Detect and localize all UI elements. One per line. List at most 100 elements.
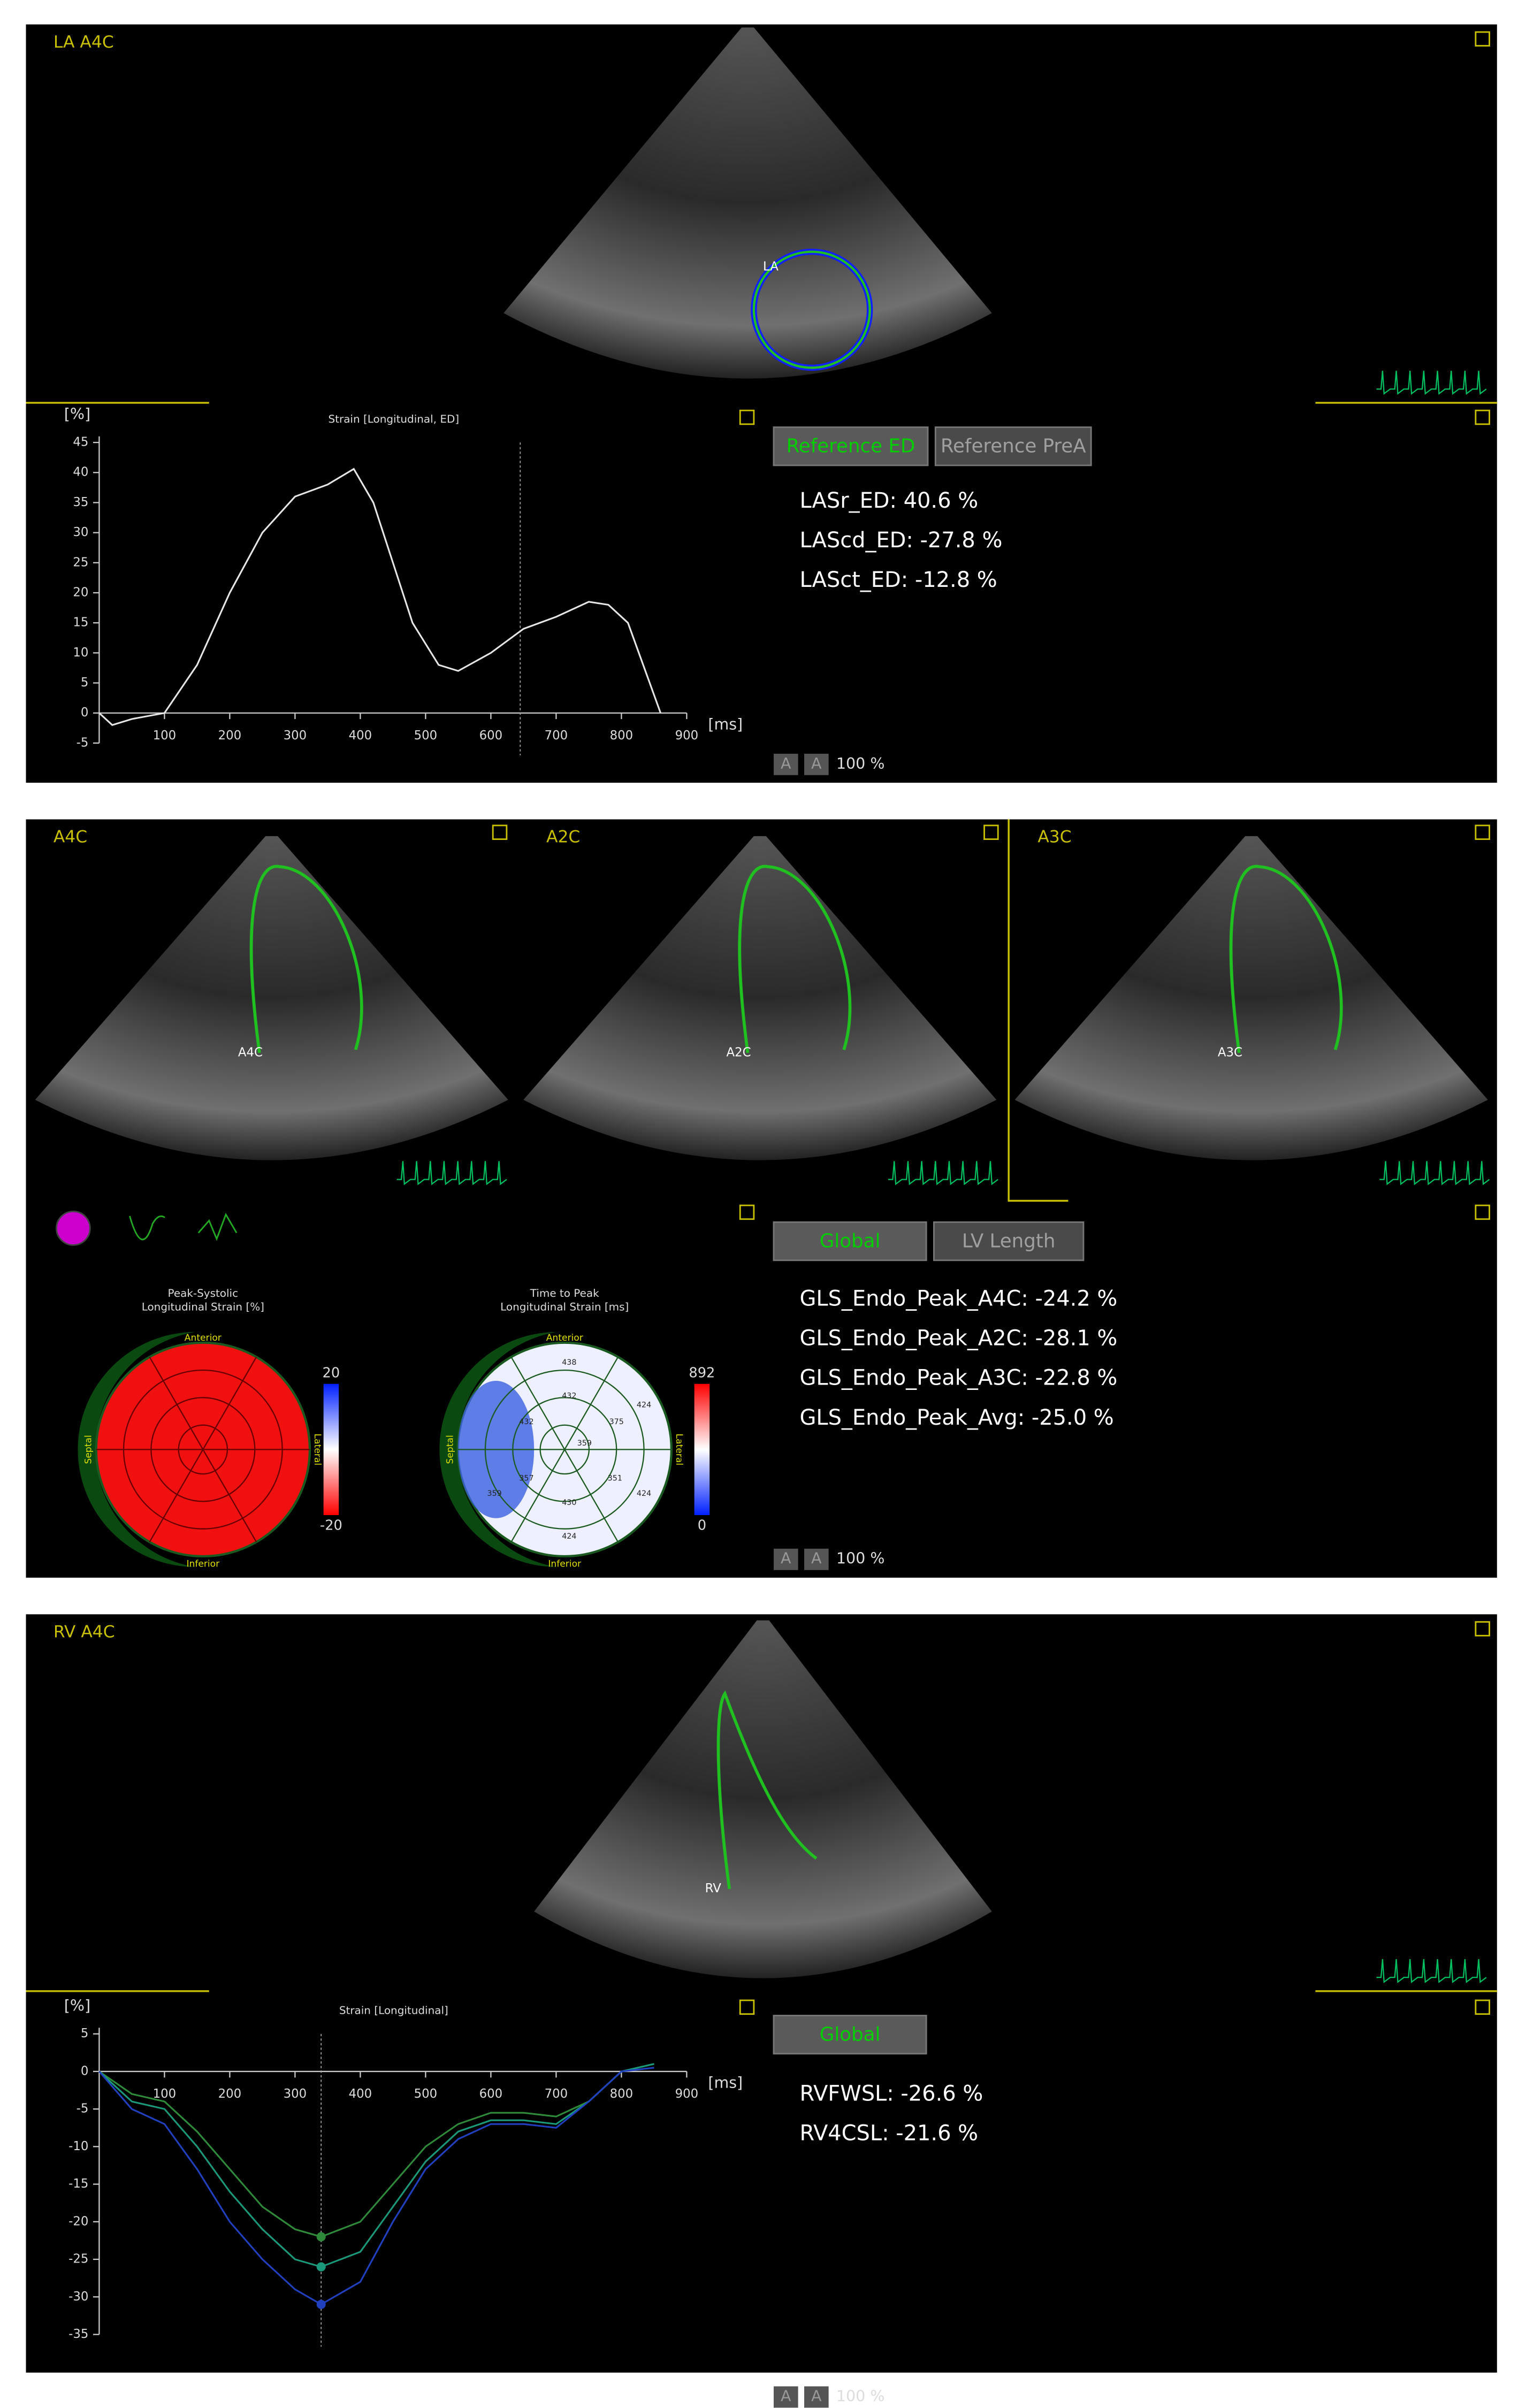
segment-value: 424	[637, 1489, 651, 1498]
measurement: GLS_Endo_Peak_Avg: -25.0 %	[799, 1405, 1113, 1430]
x-tick-label: 300	[284, 729, 307, 743]
tab-button-label[interactable]: Global	[820, 2024, 881, 2046]
segment-value: 359	[487, 1489, 501, 1498]
y-tick-label: -15	[68, 2177, 88, 2191]
strain-curve	[98, 468, 662, 726]
zoom-button-label[interactable]: A	[811, 1550, 822, 1568]
zoom-button-label[interactable]: A	[811, 2387, 822, 2405]
ultrasound-image	[534, 1620, 992, 1978]
measurement: RV4CSL: -21.6 %	[799, 2121, 978, 2145]
window-toggle[interactable]	[1475, 1999, 1490, 2015]
x-axis-label: [ms]	[708, 2074, 743, 2092]
tab-button[interactable]	[773, 2015, 927, 2055]
zoom-button[interactable]	[804, 2386, 829, 2408]
zoom-button[interactable]	[773, 1548, 798, 1570]
ecg-trace	[1376, 370, 1487, 395]
window-toggle[interactable]	[1475, 1621, 1490, 1637]
lv-contour	[249, 865, 363, 1053]
color-bar	[323, 1383, 339, 1516]
window-toggle[interactable]	[739, 1204, 755, 1220]
segment-value: 357	[519, 1474, 533, 1483]
y-axis-label: [%]	[64, 406, 90, 423]
measurement: LASr_ED: 40.6 %	[799, 488, 978, 513]
x-tick-label: 800	[610, 729, 634, 743]
frame-line	[26, 402, 1497, 404]
view-marker: LA	[763, 260, 779, 274]
window-toggle[interactable]	[739, 1999, 755, 2015]
frame-line	[1008, 819, 1069, 1202]
window-toggle[interactable]	[1475, 824, 1490, 840]
color-bar-min: 0	[698, 1517, 706, 1533]
strain-icon[interactable]	[129, 1215, 165, 1241]
zoom-button[interactable]	[804, 1548, 829, 1570]
curves-icon[interactable]	[197, 1212, 238, 1241]
tab-button-label[interactable]: Reference PreA	[941, 435, 1086, 457]
bullseye-top: Anterior	[185, 1333, 222, 1343]
tab-button[interactable]	[773, 426, 929, 467]
view-marker: A4C	[238, 1045, 263, 1059]
segment-value: 359	[577, 1439, 592, 1448]
view-label: A3C	[1037, 828, 1071, 847]
tab-button-label[interactable]: Global	[820, 1230, 881, 1252]
tab-button-label[interactable]: Reference ED	[787, 435, 915, 457]
color-bar-min: -20	[320, 1517, 342, 1533]
strain-curve	[98, 2063, 654, 2238]
bullseye-right: Lateral	[674, 1434, 684, 1466]
view-label: LA A4C	[54, 33, 114, 52]
x-tick-label: 400	[349, 2087, 372, 2101]
tab-button[interactable]	[934, 426, 1092, 467]
measurement: GLS_Endo_Peak_A2C: -28.1 %	[799, 1326, 1117, 1351]
x-tick-label: 700	[545, 2087, 568, 2101]
measurement: LAScd_ED: -27.8 %	[799, 528, 1002, 553]
y-tick-label: 15	[73, 616, 88, 630]
segment-value: 432	[562, 1392, 576, 1401]
bullseye-divider	[510, 1356, 619, 1542]
tab-button[interactable]	[933, 1221, 1085, 1262]
view-marker: RV	[705, 1882, 722, 1895]
bullseye-top: Anterior	[546, 1333, 584, 1343]
x-tick-label: 500	[414, 2087, 438, 2101]
window-toggle[interactable]	[1475, 31, 1490, 47]
segment-value: 438	[562, 1358, 576, 1367]
bullseye-left: Septal	[83, 1435, 94, 1464]
zoom-button-label[interactable]: A	[781, 2387, 791, 2405]
ecg-trace	[1379, 1161, 1490, 1186]
x-tick-label: 400	[349, 729, 372, 743]
y-tick-label: 0	[81, 706, 89, 720]
zoom-button[interactable]	[804, 753, 829, 775]
tab-button[interactable]	[773, 1221, 927, 1262]
y-tick-label: -10	[68, 2139, 88, 2153]
bullseye-title: Longitudinal Strain [ms]	[500, 1301, 629, 1313]
bullseye-left: Septal	[445, 1435, 455, 1464]
peak-dot	[316, 2232, 326, 2242]
segment-value: 375	[609, 1418, 624, 1426]
window-toggle[interactable]	[1475, 1204, 1490, 1220]
zoom-button[interactable]	[773, 753, 798, 775]
bullseye-title: Time to Peak	[530, 1287, 599, 1299]
color-bar	[694, 1383, 710, 1516]
x-axis-label: [ms]	[708, 716, 743, 733]
y-tick-label: -5	[77, 2102, 89, 2116]
zoom-button[interactable]	[773, 2386, 798, 2408]
window-toggle[interactable]	[739, 409, 755, 425]
ultrasound-image	[1014, 836, 1488, 1160]
bullseye-icon[interactable]	[56, 1211, 91, 1246]
view-marker: A2C	[727, 1045, 751, 1059]
y-tick-label: 10	[73, 646, 88, 660]
zoom-button-label[interactable]: A	[781, 755, 791, 773]
segment-value: 424	[637, 1401, 651, 1410]
y-tick-label: -35	[68, 2327, 88, 2341]
lv-contour	[752, 250, 871, 369]
window-toggle[interactable]	[1475, 409, 1490, 425]
zoom-button-label[interactable]: A	[811, 755, 822, 773]
ultrasound-image	[523, 836, 997, 1160]
measurement: LASct_ED: -12.8 %	[799, 568, 997, 592]
y-tick-label: 45	[73, 435, 88, 449]
tab-button-label[interactable]: LV Length	[962, 1230, 1056, 1252]
y-tick-label: 5	[81, 676, 89, 690]
window-toggle[interactable]	[983, 824, 999, 840]
bullseye-title: Longitudinal Strain [%]	[142, 1301, 264, 1313]
x-tick-label: 600	[479, 729, 503, 743]
window-toggle[interactable]	[492, 824, 508, 840]
zoom-button-label[interactable]: A	[781, 1550, 791, 1568]
